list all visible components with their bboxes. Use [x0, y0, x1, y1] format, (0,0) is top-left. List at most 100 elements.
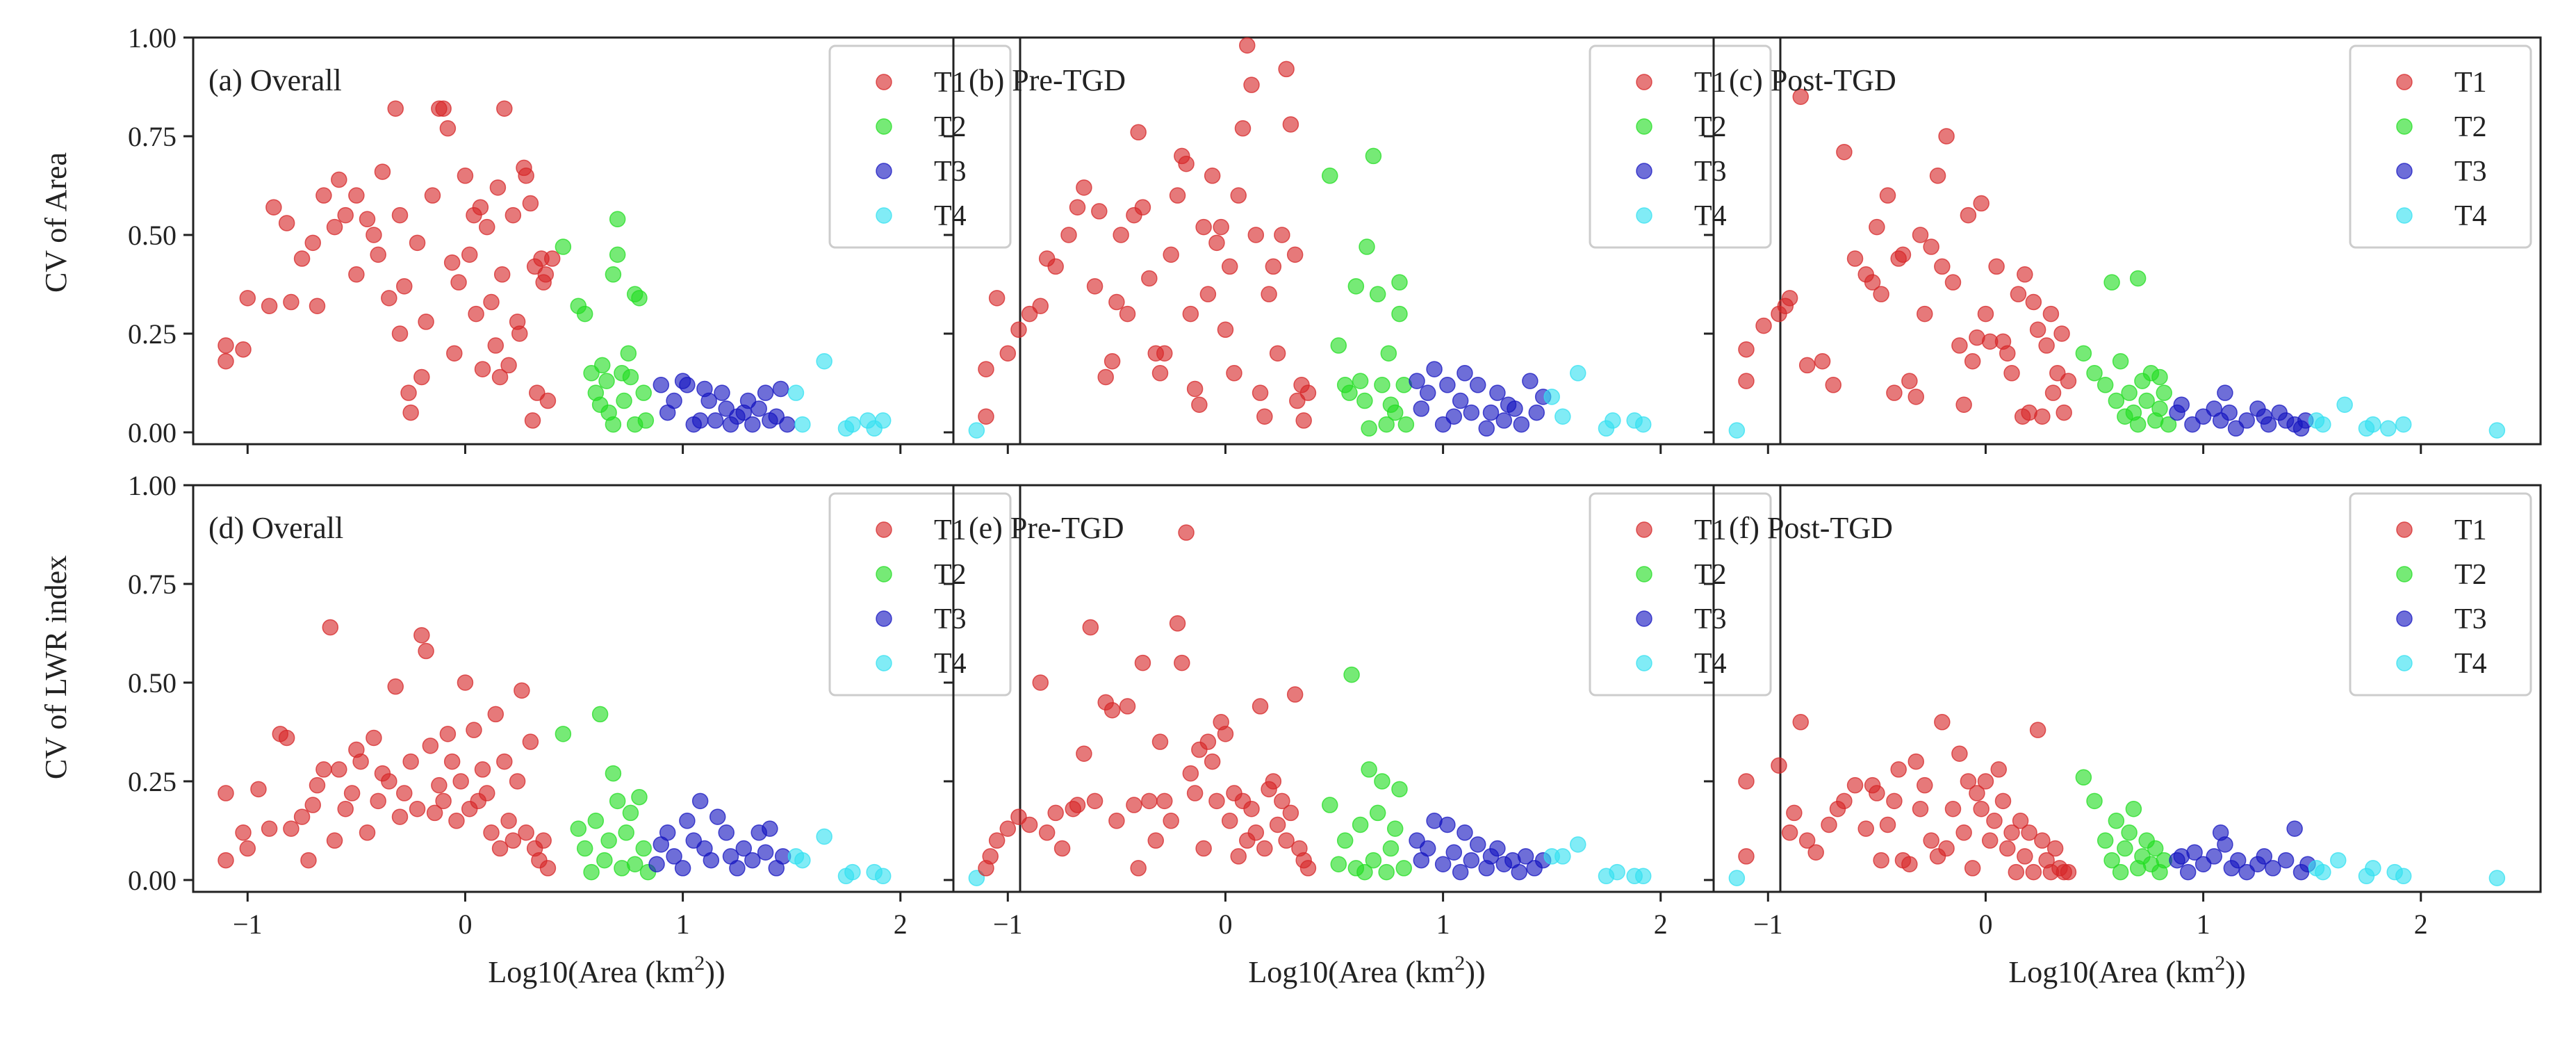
data-point-t2: [631, 290, 648, 307]
data-point-t2: [2151, 368, 2168, 386]
data-point-t3: [2260, 416, 2277, 433]
data-point-t4: [1609, 863, 1625, 881]
data-point-t2: [635, 840, 652, 857]
data-point-t1: [1032, 298, 1049, 314]
data-point-t1: [466, 722, 482, 738]
legend-marker-t3: [876, 163, 892, 179]
legend-marker-t4: [876, 655, 892, 672]
data-point-t3: [757, 384, 774, 401]
data-point-t1: [1901, 373, 1918, 389]
data-point-t1: [1738, 373, 1755, 389]
data-point-t1: [1256, 408, 1273, 425]
data-point-t1: [1108, 293, 1125, 311]
data-point-t2: [1391, 781, 1408, 798]
data-point-t1: [1960, 773, 1977, 790]
series-t4: [2308, 852, 2506, 886]
panel-label: (f) Post-TGD: [1729, 511, 1893, 545]
legend-box: [1589, 44, 1772, 249]
data-point-t1: [391, 206, 409, 224]
legend-marker-t3: [1636, 610, 1652, 627]
data-point-t1: [1038, 824, 1056, 841]
data-point-t1: [1119, 305, 1136, 323]
data-point-t1: [1278, 832, 1295, 849]
data-point-t1: [2021, 824, 2037, 841]
x-tick-label: 1: [1436, 909, 1450, 940]
data-point-t1: [1299, 860, 1317, 877]
legend: T1 T2 T3 T4: [2349, 44, 2532, 249]
data-point-t1: [446, 345, 463, 362]
data-point-t3: [2217, 836, 2233, 853]
data-point-t1: [1873, 286, 1889, 302]
data-point-t3: [666, 848, 682, 865]
data-point-t3: [674, 860, 691, 877]
data-point-t1: [468, 305, 484, 323]
data-point-t1: [1846, 250, 1864, 267]
data-point-t1: [1141, 270, 1158, 287]
legend-marker-t1: [1636, 74, 1652, 90]
data-point-t1: [1274, 792, 1290, 810]
data-point-t3: [1489, 384, 1506, 401]
data-point-t1: [1836, 792, 1853, 810]
data-point-t4: [874, 868, 892, 885]
data-point-t1: [1944, 800, 1962, 817]
data-point-t1: [374, 163, 391, 180]
data-point-t1: [1252, 698, 1269, 715]
data-point-t1: [1230, 187, 1247, 204]
data-point-t4: [2488, 422, 2506, 439]
series-t4: [1543, 365, 1746, 439]
data-point-t1: [2003, 365, 2020, 382]
data-point-t2: [2103, 852, 2120, 869]
data-point-t1: [278, 729, 295, 747]
data-point-t2: [605, 266, 622, 283]
panel-label: (d) Overall: [208, 511, 343, 545]
data-point-t2: [1365, 852, 1382, 869]
data-point-t3: [700, 392, 717, 409]
data-point-t1: [1908, 753, 1924, 770]
data-point-t1: [387, 678, 404, 695]
data-point-t1: [1108, 813, 1125, 829]
data-point-t1: [1951, 337, 1968, 354]
data-point-t1: [1944, 274, 1962, 291]
x-tick-label: −1: [233, 909, 263, 940]
data-point-t1: [1178, 155, 1195, 172]
legend: T1 T2 T3 T4: [1589, 492, 1772, 697]
data-point-t1: [1923, 238, 1939, 255]
data-point-t1: [1060, 227, 1077, 243]
data-point-t1: [1771, 757, 1787, 774]
data-point-t1: [1086, 278, 1104, 295]
data-point-t2: [1322, 168, 1338, 184]
data-point-t1: [1252, 384, 1269, 401]
data-point-t1: [235, 341, 252, 358]
legend-marker-t1: [876, 74, 892, 90]
legend-label-t2: T2: [934, 559, 967, 591]
data-point-t1: [1798, 357, 1816, 374]
data-point-t1: [370, 792, 386, 810]
data-point-t4: [1570, 836, 1586, 853]
data-point-t1: [1141, 792, 1158, 810]
series-t1: [1738, 88, 2077, 425]
data-point-t4: [787, 384, 805, 401]
series-t2: [1322, 147, 1415, 437]
legend-marker-t3: [2396, 163, 2413, 179]
data-point-t1: [1879, 816, 1896, 833]
data-point-t3: [729, 860, 746, 877]
x-tick-label: 2: [2414, 909, 2428, 940]
data-point-t2: [1386, 820, 1404, 837]
legend-marker-t4: [2396, 207, 2413, 224]
data-point-t1: [2042, 305, 2060, 323]
data-point-t1: [1934, 714, 1951, 731]
legend-label-t3: T3: [1694, 156, 1727, 188]
legend-marker-t4: [1636, 655, 1652, 672]
data-point-t3: [2238, 412, 2255, 429]
data-point-t3: [1478, 420, 1495, 437]
data-point-t1: [2017, 848, 2033, 865]
data-point-t1: [511, 325, 528, 342]
data-point-t4: [2315, 863, 2331, 881]
data-point-t1: [1208, 234, 1225, 252]
data-point-t1: [1010, 321, 1027, 339]
data-point-t1: [1969, 785, 1985, 801]
data-point-t1: [426, 804, 443, 822]
data-point-t1: [1163, 813, 1179, 829]
data-point-t1: [1195, 218, 1212, 236]
